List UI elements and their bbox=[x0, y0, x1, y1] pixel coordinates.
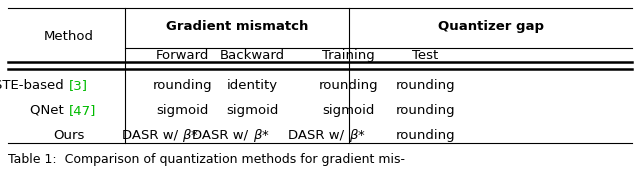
Text: Backward: Backward bbox=[220, 49, 285, 62]
Text: Gradient mismatch: Gradient mismatch bbox=[166, 20, 308, 33]
Text: sigmoid: sigmoid bbox=[156, 104, 209, 117]
Text: STE-based: STE-based bbox=[0, 79, 68, 92]
Text: [47]: [47] bbox=[68, 104, 96, 117]
Text: rounding: rounding bbox=[396, 104, 456, 117]
Text: $\beta$*: $\beta$* bbox=[349, 127, 365, 144]
Text: DASR w/: DASR w/ bbox=[122, 129, 182, 142]
Text: rounding: rounding bbox=[152, 79, 212, 92]
Text: QNet: QNet bbox=[31, 104, 68, 117]
Text: $\beta$*: $\beta$* bbox=[182, 127, 199, 144]
Text: Quantizer gap: Quantizer gap bbox=[438, 20, 543, 33]
Text: DASR w/: DASR w/ bbox=[289, 129, 349, 142]
Text: sigmoid: sigmoid bbox=[227, 104, 279, 117]
Text: Ours: Ours bbox=[52, 129, 84, 142]
Text: [3]: [3] bbox=[68, 79, 88, 92]
Text: STE-based [3]: STE-based [3] bbox=[22, 79, 115, 92]
Text: rounding: rounding bbox=[319, 79, 379, 92]
Text: Table 1:  Comparison of quantization methods for gradient mis-: Table 1: Comparison of quantization meth… bbox=[8, 153, 404, 166]
Text: Forward: Forward bbox=[156, 49, 209, 62]
Text: sigmoid: sigmoid bbox=[323, 104, 375, 117]
Text: QNet [47]: QNet [47] bbox=[36, 104, 101, 117]
Text: $\beta$*: $\beta$* bbox=[253, 127, 269, 144]
Text: Training: Training bbox=[323, 49, 375, 62]
Text: Test: Test bbox=[412, 49, 439, 62]
Text: Method: Method bbox=[44, 30, 93, 43]
Text: rounding: rounding bbox=[396, 129, 456, 142]
Text: identity: identity bbox=[227, 79, 278, 92]
Text: DASR w/: DASR w/ bbox=[193, 129, 253, 142]
Text: rounding: rounding bbox=[396, 79, 456, 92]
